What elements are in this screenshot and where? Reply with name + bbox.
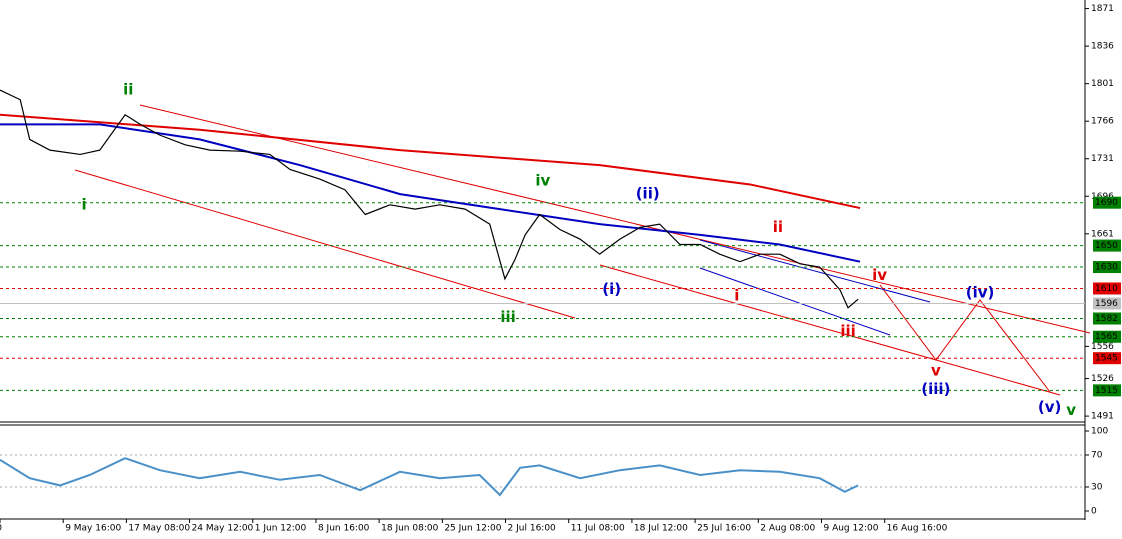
wave-label: i (81, 195, 86, 213)
y-tick-label: 1491 (1091, 412, 1114, 422)
level-label-box (1093, 282, 1121, 295)
x-tick-label: 1 Jun 12:00 (255, 524, 307, 534)
wave-label: v (1066, 401, 1076, 419)
wave-label: (i) (602, 280, 621, 298)
x-tick-label: 17 May 08:00 (128, 524, 190, 534)
level-label: 1515 (1095, 386, 1118, 396)
level-label: 1565 (1095, 332, 1118, 342)
level-label-box (1093, 239, 1121, 252)
level-label-box (1093, 261, 1121, 274)
x-tick-label: 25 Jun 12:00 (444, 524, 501, 534)
x-tick-label: 2 Aug 08:00 (760, 524, 815, 534)
level-label: 1596 (1095, 299, 1118, 309)
x-tick-label: 0:00 (0, 524, 2, 534)
level-label: 1650 (1095, 241, 1118, 251)
x-tick-label: 9 Aug 12:00 (823, 524, 878, 534)
x-tick-label: 18 Jun 08:00 (381, 524, 438, 534)
y-tick-label: 1661 (1091, 229, 1114, 239)
series-line (0, 123, 861, 263)
wave-label: ii (123, 81, 133, 99)
y-tick-label: 0 (1091, 507, 1097, 517)
x-tick-label: 8 Jun 16:00 (318, 524, 370, 534)
y-tick-label: 1526 (1091, 374, 1114, 384)
wave-label: (ii) (636, 185, 660, 203)
wave-label: (iii) (921, 380, 950, 398)
wave-label: ii (773, 218, 783, 236)
level-label-box (1093, 352, 1121, 365)
wave-label: i (734, 286, 739, 304)
y-tick-label: 1801 (1091, 79, 1114, 89)
wave-label: v (931, 362, 941, 380)
wave-channel (699, 239, 931, 336)
level-label-box (1093, 312, 1121, 325)
x-tick-label: 11 Jul 08:00 (571, 524, 625, 534)
wave-label: (iv) (966, 283, 995, 301)
y-tick-label: 1766 (1091, 117, 1114, 127)
x-tick-label: 25 Jul 16:00 (697, 524, 751, 534)
wave-label: iii (840, 322, 855, 340)
level-label-box (1093, 196, 1121, 209)
level-label: 1545 (1095, 354, 1118, 364)
level-label: 1690 (1095, 198, 1118, 208)
x-tick-label: 18 Jul 12:00 (634, 524, 688, 534)
trend-lines (74, 104, 1091, 396)
series-line (0, 113, 861, 210)
level-label-box (1093, 384, 1121, 397)
x-tick-label: 24 May 12:00 (192, 524, 254, 534)
y-tick-label: 1556 (1091, 342, 1114, 352)
series-line (0, 457, 859, 497)
y-tick-label: 1871 (1091, 4, 1114, 14)
level-label: 1582 (1095, 314, 1118, 324)
y-tick-label: 30 (1091, 483, 1103, 493)
y-tick-label: 70 (1091, 451, 1103, 461)
wave-label: iv (872, 266, 887, 284)
level-label: 1630 (1095, 263, 1118, 273)
level-label-box (1093, 297, 1121, 310)
level-label-box (1093, 330, 1121, 343)
y-tick-label: 100 (1091, 427, 1108, 437)
x-tick-label: 9 May 16:00 (65, 524, 121, 534)
wave-label: iii (500, 308, 515, 326)
wave-label: iv (535, 172, 550, 190)
y-tick-label: 1731 (1091, 154, 1114, 164)
x-tick-label: 16 Aug 16:00 (887, 524, 948, 534)
x-tick-label: 2 Jul 16:00 (508, 524, 557, 534)
y-tick-label: 1836 (1091, 42, 1114, 52)
wave-label: (v) (1038, 398, 1062, 416)
series-line (0, 89, 859, 309)
level-label: 1610 (1095, 284, 1118, 294)
